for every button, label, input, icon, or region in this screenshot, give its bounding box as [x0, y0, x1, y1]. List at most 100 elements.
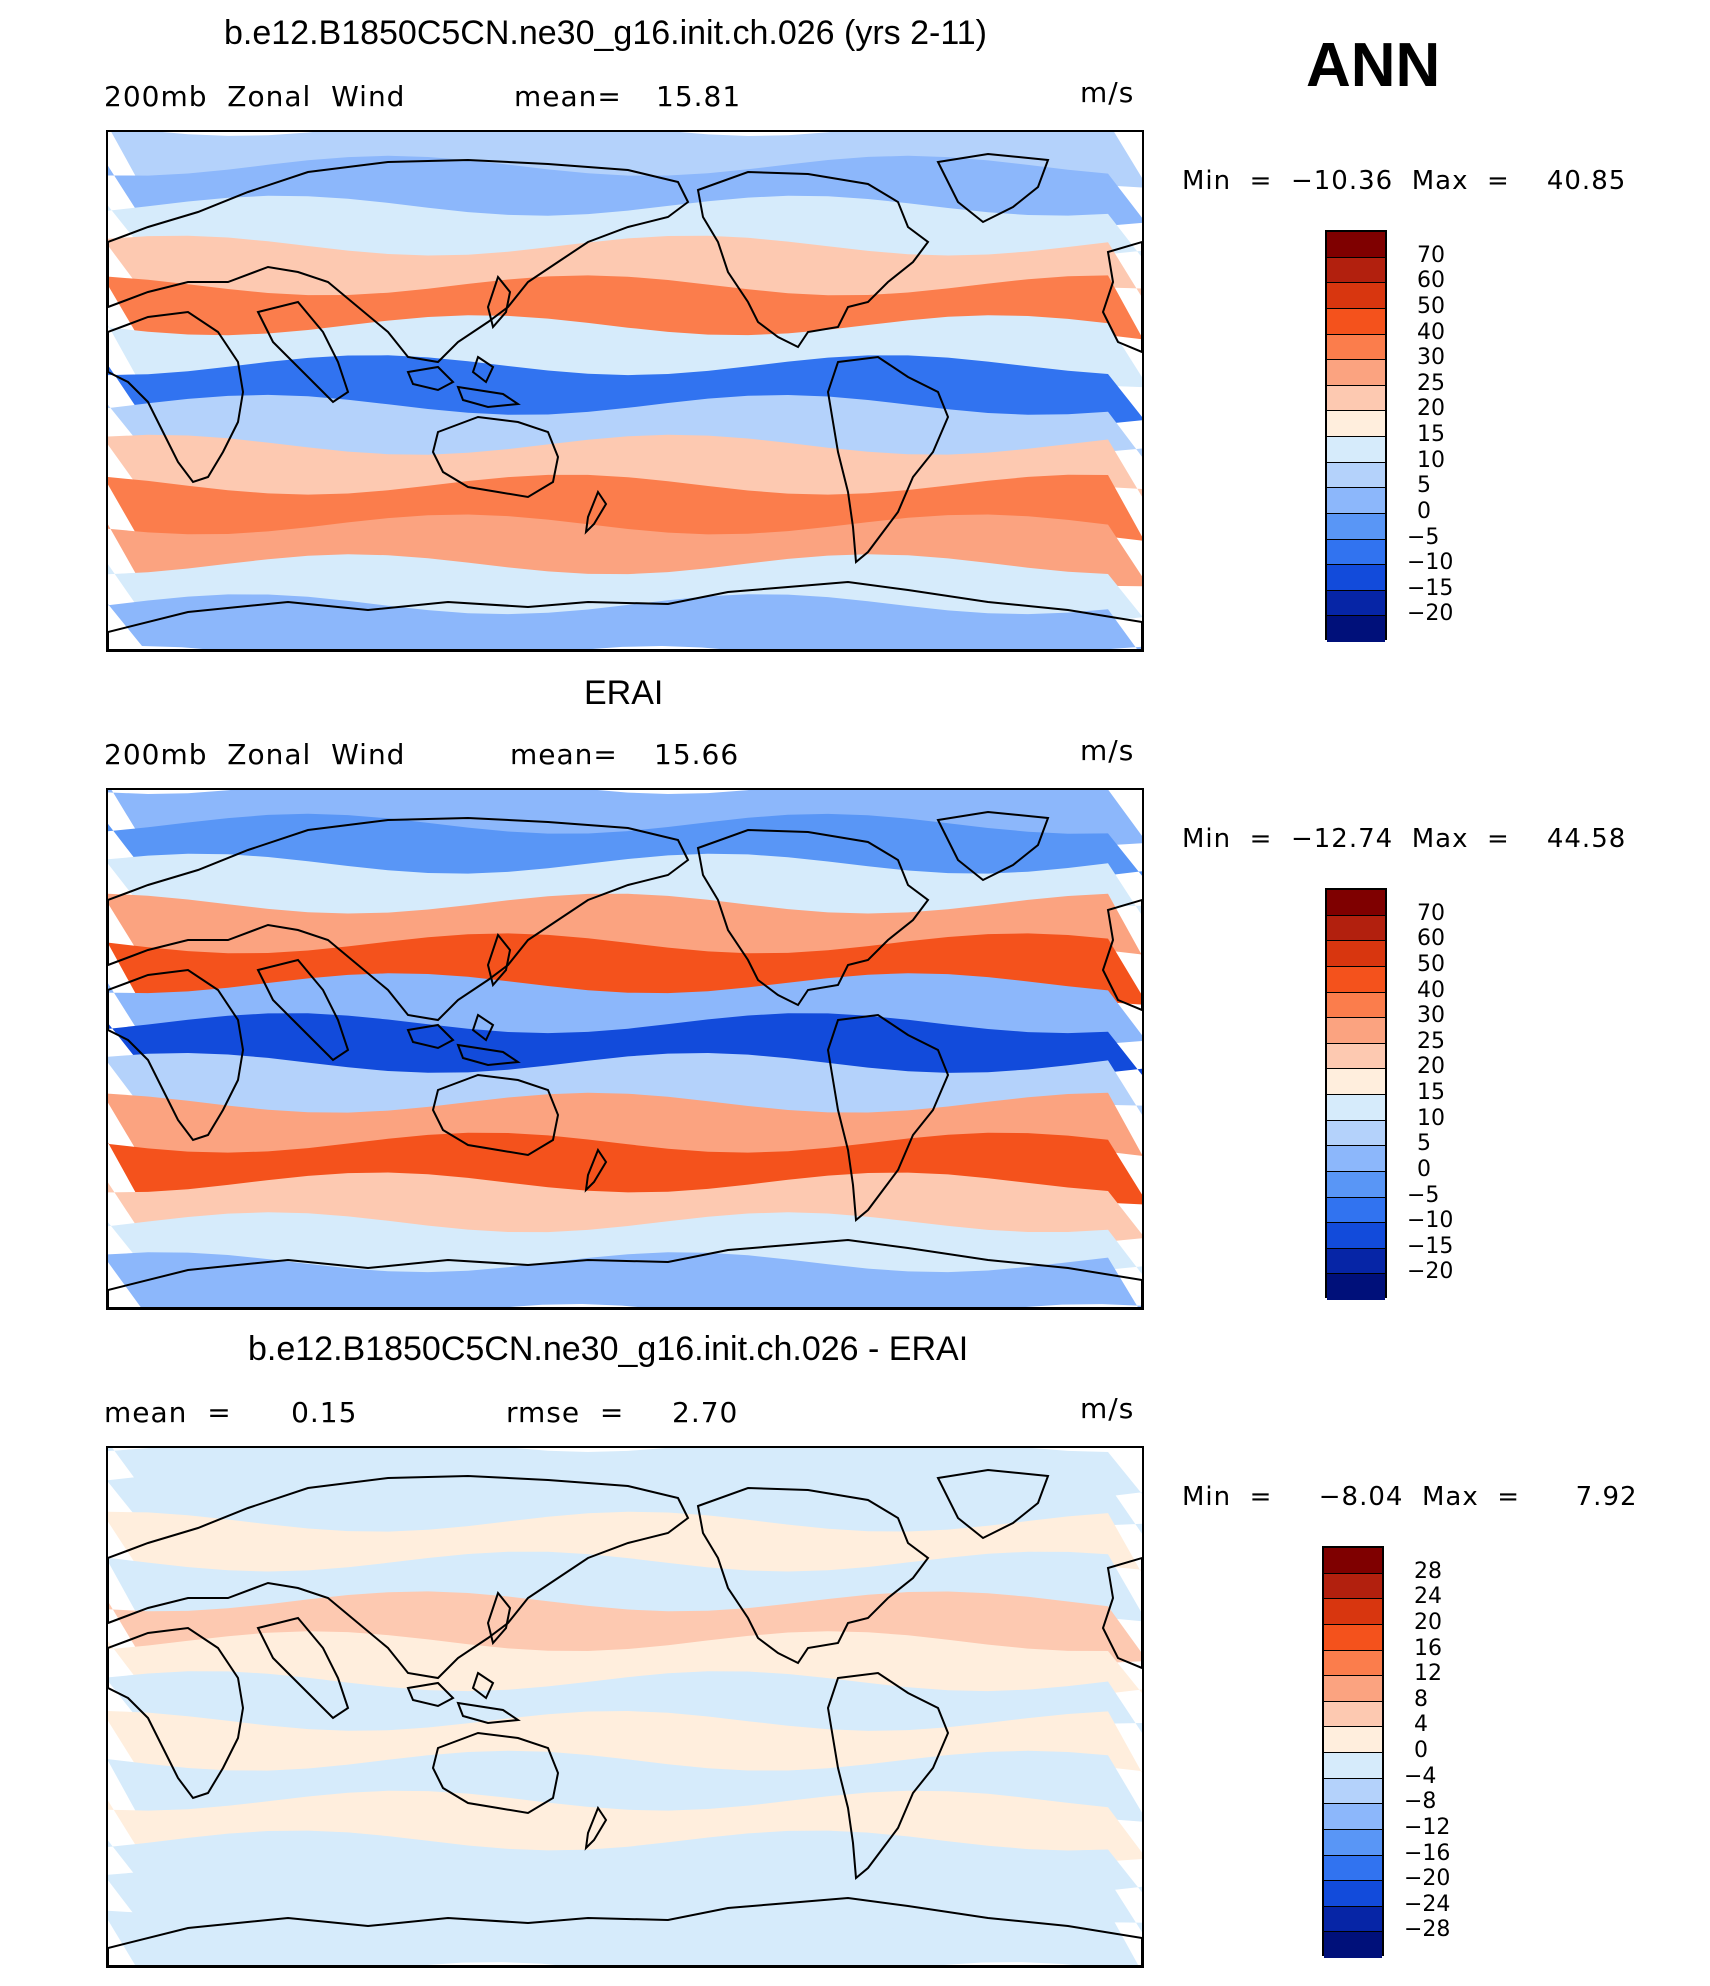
- colorbar-box: [1327, 411, 1385, 437]
- panel-1-map: [106, 130, 1144, 652]
- colorbar-tick-label: −5: [1407, 524, 1440, 550]
- coastline: [256, 958, 350, 1062]
- coastline: [256, 1616, 350, 1720]
- colorbar-tick-label: 20: [1417, 1054, 1445, 1080]
- colorbar-tick-label: 30: [1417, 1003, 1445, 1029]
- colorbar-box: [1327, 1018, 1385, 1044]
- coastline: [486, 274, 512, 330]
- coastline: [431, 1731, 560, 1815]
- colorbar-tick-label: 25: [1417, 370, 1445, 396]
- coastline: [696, 170, 930, 349]
- colorbar-tick-label: 16: [1414, 1635, 1442, 1661]
- colorbar-tick-label: −16: [1404, 1840, 1451, 1866]
- colorbar-tick-label: 20: [1417, 396, 1445, 422]
- colorbar-box: [1324, 1676, 1382, 1702]
- colorbar-box: [1324, 1573, 1382, 1600]
- coastline: [826, 1671, 950, 1880]
- colorbar-box: [1327, 437, 1385, 463]
- coastline: [584, 1805, 608, 1851]
- contour-band: [108, 853, 1142, 926]
- contour-band: [108, 1471, 1142, 1544]
- colorbar-tick-label: −15: [1407, 1233, 1454, 1259]
- coastline: [1101, 1556, 1142, 1670]
- coastline: [108, 1896, 1142, 1966]
- colorbar-box: [1324, 1650, 1382, 1677]
- colorbar-box: [1324, 1701, 1382, 1728]
- colorbar-box: [1327, 488, 1385, 514]
- panel-2-colorbar: [1325, 888, 1387, 1300]
- panel-2-variable: 200mb Zonal Wind: [104, 738, 406, 771]
- contour-band: [108, 790, 1142, 846]
- colorbar-box: [1327, 462, 1385, 489]
- contour-band: [108, 1252, 1142, 1308]
- coastline: [826, 355, 950, 564]
- coastline: [431, 1073, 560, 1157]
- colorbar-box: [1324, 1778, 1382, 1805]
- coastline: [936, 152, 1050, 224]
- colorbar-tick-label: 10: [1417, 1105, 1445, 1131]
- colorbar-tick-label: 70: [1417, 900, 1445, 926]
- coastline: [108, 310, 245, 484]
- colorbar-tick-label: −15: [1407, 575, 1454, 601]
- panel-2-units: m/s: [1080, 734, 1135, 767]
- colorbar-tick-label: 5: [1417, 473, 1431, 499]
- coastline: [486, 1590, 512, 1646]
- colorbar-box: [1324, 1599, 1382, 1625]
- coastline: [696, 1486, 930, 1665]
- contour-band: [108, 1910, 1139, 1966]
- colorbar-box: [1324, 1624, 1382, 1651]
- colorbar-box: [1327, 941, 1385, 967]
- colorbar-tick-label: 60: [1417, 268, 1445, 294]
- colorbar-tick-label: 50: [1417, 951, 1445, 977]
- contour-band: [108, 1671, 1142, 1743]
- colorbar-box: [1327, 283, 1385, 309]
- coastline: [1101, 898, 1142, 1012]
- season-label: ANN: [1306, 31, 1441, 100]
- coastline: [108, 816, 690, 1022]
- colorbar-tick-label: 8: [1414, 1686, 1428, 1712]
- contour-band: [108, 315, 1142, 388]
- coastline: [406, 1671, 521, 1725]
- contour-band: [108, 394, 1142, 467]
- colorbar-box: [1324, 1753, 1382, 1779]
- colorbar-tick-label: 0: [1417, 498, 1431, 524]
- map-svg: [108, 790, 1142, 1308]
- panel-1-mean-label: mean=: [514, 80, 622, 113]
- contour-band: [108, 1870, 1142, 1943]
- colorbar-box: [1327, 1120, 1385, 1147]
- colorbar-box: [1327, 565, 1385, 591]
- coastline: [1101, 240, 1142, 354]
- colorbar-box: [1327, 1069, 1385, 1095]
- panel-3-rmse-value: 2.70: [672, 1396, 739, 1429]
- colorbar-box: [1327, 513, 1385, 540]
- colorbar-box: [1327, 257, 1385, 284]
- colorbar-box: [1327, 539, 1385, 566]
- contour-band: [108, 1053, 1142, 1125]
- map-svg: [108, 1448, 1142, 1966]
- colorbar-box: [1327, 1248, 1385, 1275]
- colorbar-tick-label: 60: [1417, 926, 1445, 952]
- panel-1-units: m/s: [1080, 76, 1135, 109]
- colorbar-tick-label: 15: [1417, 1080, 1445, 1105]
- colorbar-box: [1327, 915, 1385, 942]
- contour-band: [108, 434, 1142, 507]
- coastline: [108, 580, 1142, 650]
- coastline: [696, 828, 930, 1007]
- coastline: [936, 810, 1050, 882]
- colorbar-box: [1327, 890, 1385, 916]
- colorbar-box: [1324, 1804, 1382, 1830]
- colorbar-box: [1324, 1829, 1382, 1856]
- colorbar-tick-label: 70: [1417, 242, 1445, 268]
- colorbar-tick-label: −20: [1404, 1866, 1451, 1892]
- colorbar-tick-label: 0: [1417, 1156, 1431, 1182]
- colorbar-tick-label: −28: [1404, 1917, 1451, 1943]
- colorbar-tick-label: 50: [1417, 293, 1445, 319]
- coastline: [108, 968, 245, 1142]
- contour-band: [111, 132, 1142, 188]
- panel-3-units: m/s: [1080, 1392, 1135, 1425]
- colorbar-tick-label: −10: [1407, 550, 1454, 576]
- coastline: [584, 489, 608, 535]
- colorbar-box: [1327, 1223, 1385, 1249]
- colorbar-tick-label: 28: [1414, 1558, 1442, 1584]
- contour-band: [108, 195, 1142, 268]
